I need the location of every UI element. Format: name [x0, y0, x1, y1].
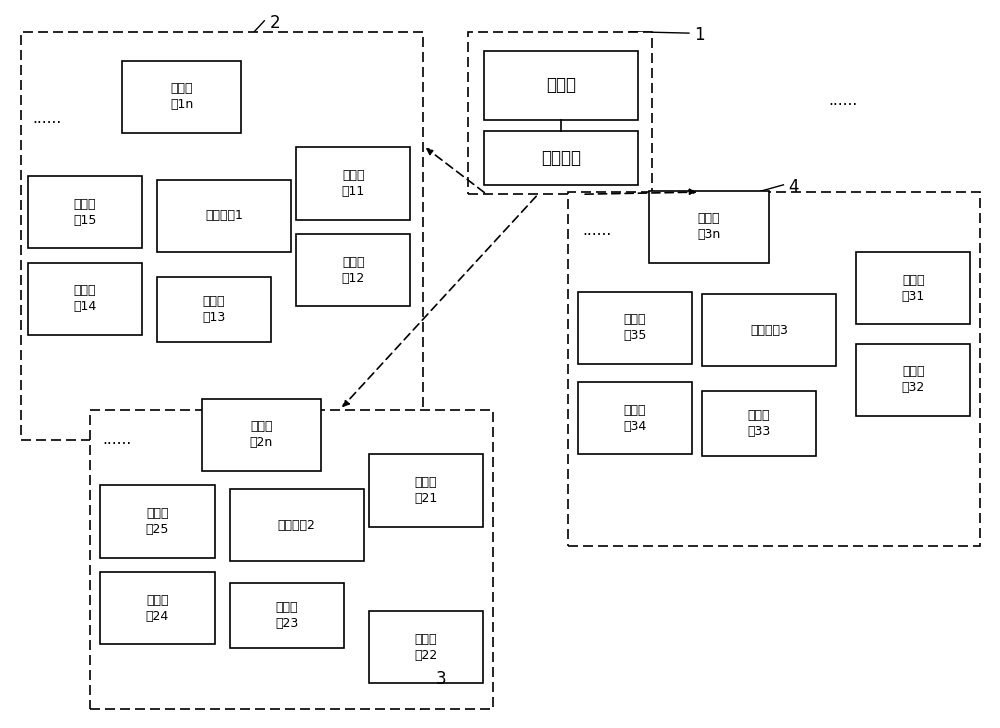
Text: ......: ......	[102, 432, 131, 448]
Text: 簇头节点3: 簇头节点3	[750, 323, 788, 336]
Text: 监控装置: 监控装置	[541, 149, 581, 167]
Bar	[649, 191, 769, 263]
Bar	[369, 611, 483, 684]
Text: 终端节
点13: 终端节 点13	[202, 296, 226, 324]
Text: 终端节
点33: 终端节 点33	[747, 409, 771, 438]
Bar	[369, 454, 483, 526]
Text: 终端节
点15: 终端节 点15	[73, 198, 97, 227]
Bar	[28, 263, 142, 335]
Text: ......: ......	[33, 111, 62, 126]
Bar	[296, 234, 410, 306]
Bar	[21, 32, 423, 440]
Text: 服务器: 服务器	[546, 76, 576, 95]
Text: 终端节
点11: 终端节 点11	[342, 169, 365, 198]
Bar	[230, 583, 344, 648]
Bar	[702, 294, 836, 366]
Bar	[578, 382, 692, 454]
Bar	[296, 147, 410, 220]
Text: ......: ......	[828, 92, 858, 108]
Bar	[856, 344, 970, 416]
Text: 终端节
点23: 终端节 点23	[275, 601, 298, 630]
Bar	[230, 489, 364, 561]
Text: 终端节
点1n: 终端节 点1n	[170, 82, 193, 111]
Text: 终端节
点35: 终端节 点35	[623, 313, 646, 342]
Bar	[90, 410, 493, 709]
Bar	[122, 60, 241, 132]
Bar	[157, 180, 291, 252]
Text: 终端节
点2n: 终端节 点2n	[250, 420, 273, 449]
Bar	[484, 51, 638, 120]
Bar	[568, 192, 980, 546]
Text: 终端节
点22: 终端节 点22	[414, 633, 438, 662]
Text: 簇头节点2: 簇头节点2	[278, 518, 316, 531]
Text: ......: ......	[583, 223, 612, 238]
Text: 终端节
点34: 终端节 点34	[623, 404, 646, 432]
Bar	[100, 486, 215, 558]
Text: 终端节
点21: 终端节 点21	[414, 476, 438, 505]
Bar	[157, 277, 271, 342]
Text: 终端节
点12: 终端节 点12	[342, 256, 365, 285]
Text: 终端节
点25: 终端节 点25	[146, 507, 169, 536]
Bar	[100, 572, 215, 644]
Text: 终端节
点3n: 终端节 点3n	[697, 213, 720, 241]
Text: 终端节
点24: 终端节 点24	[146, 594, 169, 622]
Text: 终端节
点32: 终端节 点32	[902, 365, 925, 395]
Text: 簇头节点1: 簇头节点1	[205, 210, 243, 222]
Bar	[202, 399, 321, 471]
Bar	[468, 32, 652, 194]
Bar	[484, 130, 638, 185]
Text: 2: 2	[269, 14, 280, 31]
Text: 终端节
点31: 终端节 点31	[902, 274, 925, 303]
Text: 终端节
点14: 终端节 点14	[73, 285, 96, 314]
Bar	[28, 176, 142, 248]
Text: 1: 1	[694, 26, 705, 44]
Bar	[856, 252, 970, 324]
Text: 4: 4	[788, 178, 799, 196]
Bar	[702, 392, 816, 456]
Text: 3: 3	[435, 670, 446, 688]
Bar	[578, 292, 692, 364]
